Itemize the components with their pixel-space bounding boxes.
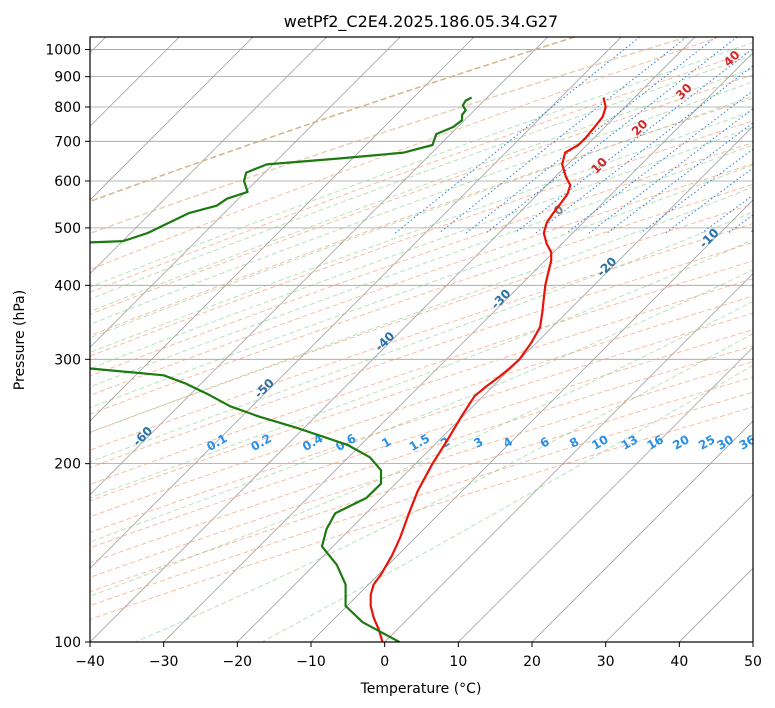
mixing-ratio-line	[606, 122, 753, 234]
x-tick-label: −30	[149, 654, 179, 670]
x-tick-label: 30	[597, 654, 615, 670]
x-axis-title: Temperature (°C)	[360, 681, 482, 697]
mixing-ratio-label: 36	[737, 432, 758, 452]
mixing-ratio-line	[438, 37, 688, 234]
background-lines	[90, 37, 753, 642]
reference-curve	[90, 37, 688, 235]
mixing-ratio-line	[535, 65, 753, 234]
dry-adiabat	[90, 260, 753, 485]
dry-adiabat	[90, 278, 753, 502]
isotherm-line	[458, 346, 753, 642]
moist-adiabat	[90, 164, 753, 409]
profile-lines	[90, 96, 607, 642]
y-tick-label: 900	[54, 70, 81, 86]
isotherm-line	[384, 273, 753, 642]
isotherm-line	[237, 125, 753, 642]
dry-adiabat	[90, 97, 753, 337]
x-axis: −40 −30 −20 −10 0 10 20 30 40 50	[75, 642, 762, 670]
dry-adiabat	[90, 50, 753, 293]
x-tick-label: 40	[670, 654, 688, 670]
moist-adiabat	[90, 239, 753, 499]
y-tick-label: 600	[54, 174, 81, 190]
y-tick-label: 100	[54, 635, 81, 651]
x-tick-label: 10	[449, 654, 467, 670]
x-tick-label: −20	[223, 654, 253, 670]
mixing-ratio-line	[588, 108, 753, 234]
y-axis-title: Pressure (hPa)	[12, 290, 28, 390]
isotherm-line	[90, 37, 475, 422]
dry-adiabat	[90, 361, 753, 578]
isotherm-line	[531, 420, 753, 642]
isotherm-line	[90, 37, 401, 348]
dry-adiabat	[90, 345, 753, 564]
dry-adiabat	[90, 37, 720, 271]
dry-adiabat	[90, 312, 753, 533]
y-tick-label: 500	[54, 221, 81, 237]
moist-adiabat	[90, 41, 753, 288]
dry-adiabat	[90, 223, 753, 451]
isotherm-line	[605, 494, 753, 642]
isotherm-line	[163, 52, 753, 642]
isotherm-line	[90, 37, 696, 642]
x-tick-label: 50	[744, 654, 762, 670]
mixing-ratio-line	[566, 90, 753, 234]
mixing-ratio-line	[465, 37, 717, 234]
isotherm-line	[90, 37, 327, 275]
dry-adiabat	[90, 329, 753, 549]
dry-adiabat	[90, 295, 753, 518]
isotherm-line	[310, 199, 753, 642]
temperature-profile-line	[369, 97, 607, 642]
reference-curve	[90, 37, 575, 203]
moist-adiabat	[90, 269, 753, 543]
y-axis: 100 200 300 400 500 600 700 800 900 1000	[45, 43, 90, 651]
y-tick-label: 800	[54, 100, 81, 116]
y-tick-label: 300	[54, 352, 81, 368]
moist-adiabat	[90, 211, 753, 463]
isotherm-line	[90, 37, 254, 201]
moist-adiabat	[90, 186, 753, 433]
isotherm-line	[90, 37, 622, 569]
y-tick-label: 700	[54, 134, 81, 150]
moist-adiabat	[90, 300, 753, 597]
isotherm-line	[90, 37, 548, 496]
dry-adiabat	[90, 142, 753, 377]
x-tick-label: 0	[380, 654, 389, 670]
dry-adiabat	[90, 163, 753, 396]
y-tick-label: 1000	[45, 43, 81, 59]
chart-title: wetPf2_C2E4.2025.186.05.34.G27	[284, 12, 558, 32]
dry-adiabat	[90, 391, 753, 607]
plot-frame	[89, 36, 754, 643]
y-tick-label: 200	[54, 457, 81, 473]
dry-adiabat	[90, 241, 753, 468]
moist-adiabat	[261, 364, 753, 642]
y-tick-label: 400	[54, 278, 81, 294]
dry-adiabat	[90, 376, 753, 593]
x-tick-label: −40	[75, 654, 105, 670]
dewpoint-profile-line	[90, 96, 473, 642]
x-tick-label: −10	[296, 654, 326, 670]
x-tick-label: 20	[523, 654, 541, 670]
